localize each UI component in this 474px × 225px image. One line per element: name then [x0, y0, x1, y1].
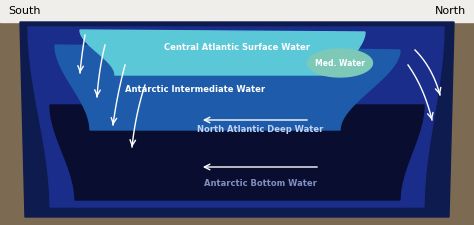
Text: Antarctic Intermediate Water: Antarctic Intermediate Water	[125, 86, 265, 94]
Text: North: North	[435, 6, 466, 16]
Polygon shape	[55, 45, 400, 130]
Polygon shape	[308, 49, 373, 77]
Polygon shape	[28, 27, 444, 207]
Polygon shape	[80, 30, 365, 75]
Polygon shape	[50, 105, 424, 200]
Text: Central Atlantic Surface Water: Central Atlantic Surface Water	[164, 43, 310, 52]
Text: Antarctic Bottom Water: Antarctic Bottom Water	[203, 178, 317, 187]
Text: South: South	[8, 6, 40, 16]
Text: North Atlantic Deep Water: North Atlantic Deep Water	[197, 126, 323, 135]
Text: Med. Water: Med. Water	[315, 58, 365, 68]
Polygon shape	[20, 22, 454, 217]
Polygon shape	[0, 0, 474, 22]
